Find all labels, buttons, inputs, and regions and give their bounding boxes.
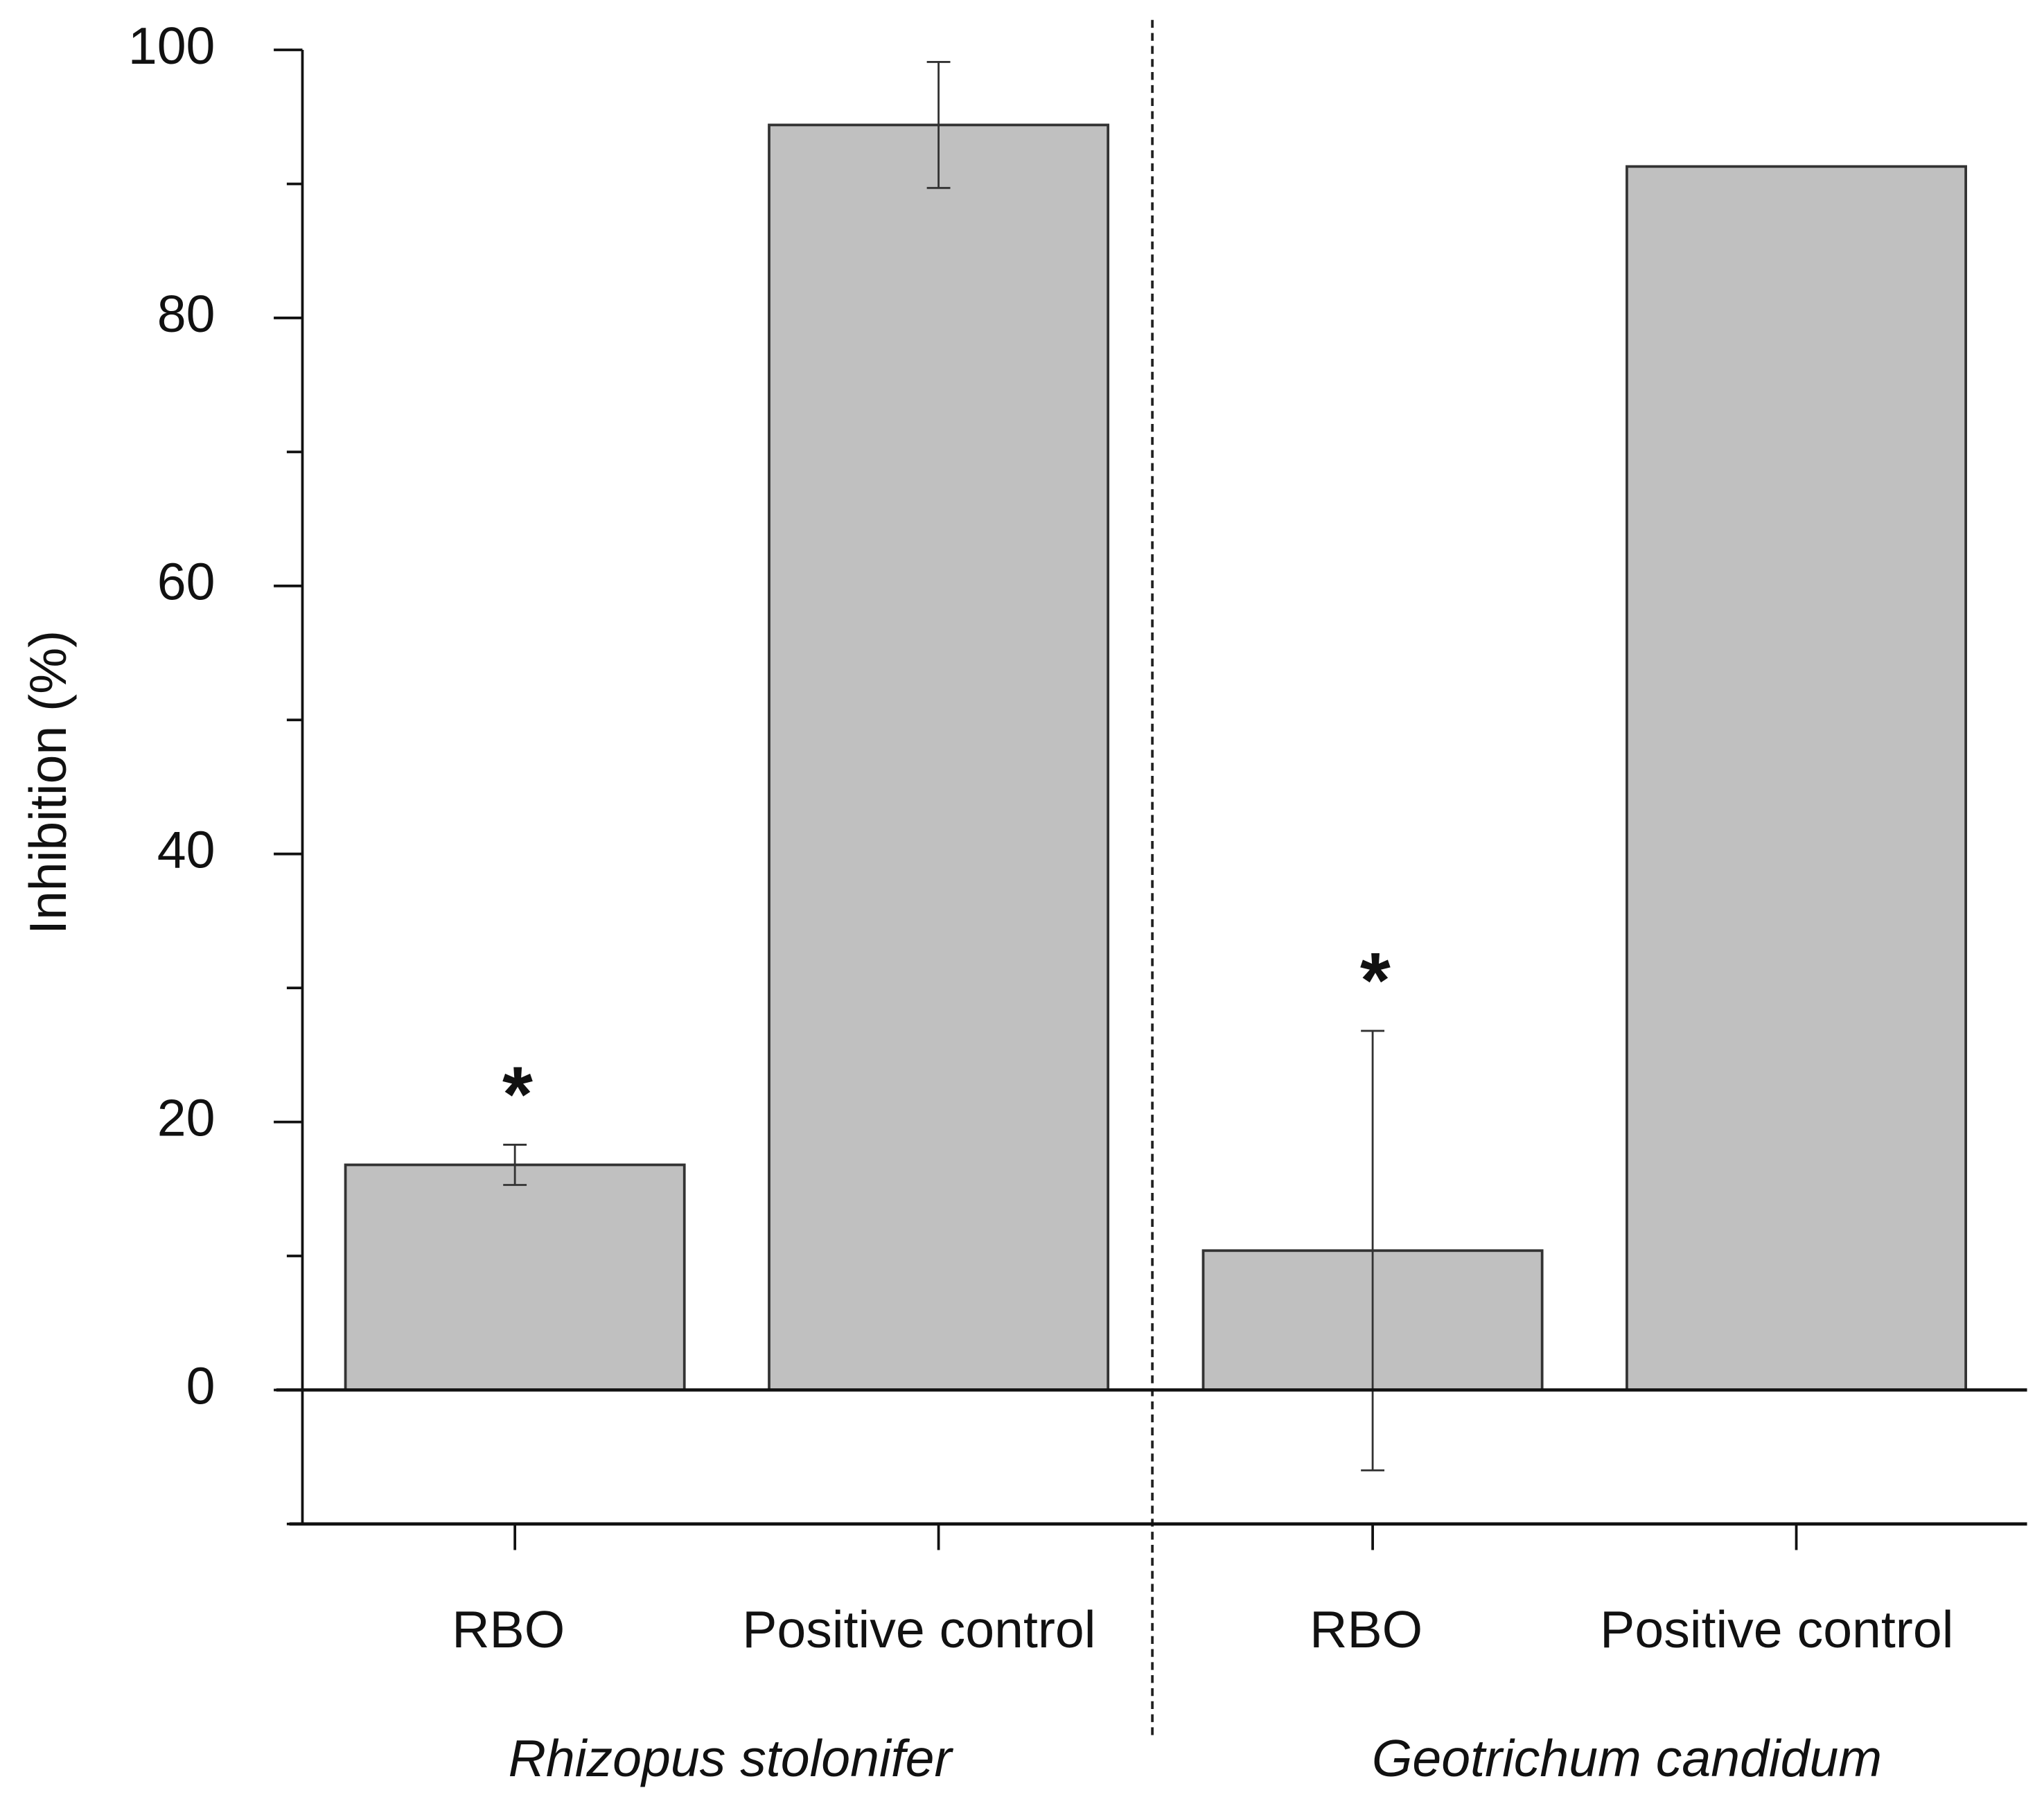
y-tick-label: 0 — [186, 1356, 215, 1415]
x-tick-label: RBO — [452, 1600, 565, 1658]
bar — [344, 1163, 686, 1392]
error-bar — [1361, 1029, 1385, 1471]
bar — [1625, 165, 1967, 1392]
x-tick-label: Positive control — [1600, 1600, 1953, 1658]
x-tick-label: RBO — [1310, 1600, 1422, 1658]
y-tick-label: 100 — [128, 17, 215, 75]
error-bar — [926, 61, 951, 189]
error-bar — [503, 1144, 527, 1186]
group-label: Rhizopus stolonifer — [509, 1729, 954, 1787]
group-label: Geotrichum candidum — [1372, 1729, 1882, 1787]
y-tick-label: 60 — [157, 553, 215, 611]
bar — [768, 123, 1110, 1392]
x-tick-label: Positive control — [742, 1600, 1095, 1658]
y-axis-label: Inhibition (%) — [19, 630, 77, 935]
significance-marker: * — [502, 1051, 533, 1138]
y-tick-label: 40 — [157, 821, 215, 879]
y-tick-label: 20 — [157, 1088, 215, 1146]
significance-marker: * — [1360, 937, 1391, 1024]
y-tick-label: 80 — [157, 285, 215, 343]
